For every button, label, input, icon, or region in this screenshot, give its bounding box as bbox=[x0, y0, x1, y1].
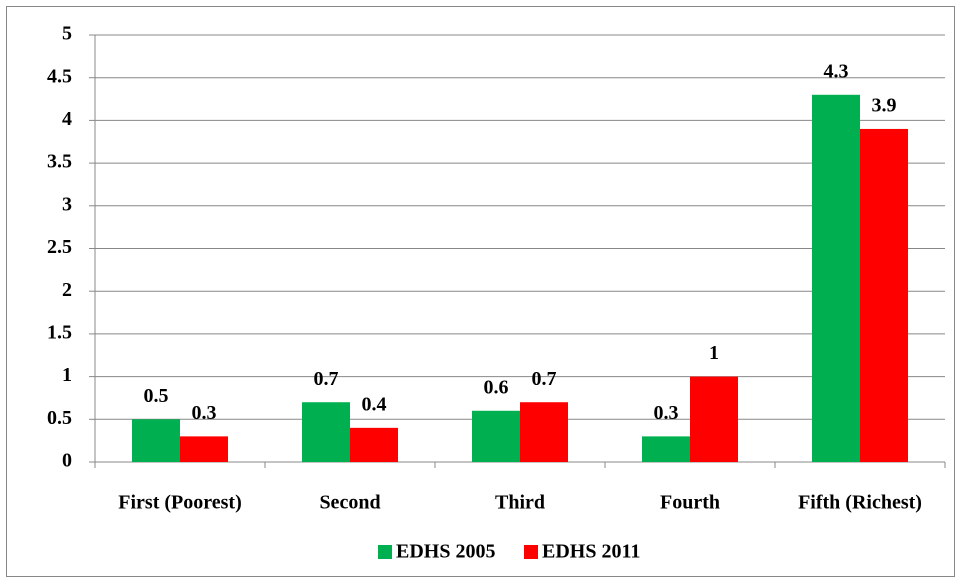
y-tick-label: 2.5 bbox=[47, 236, 72, 258]
data-label: 0.7 bbox=[314, 368, 339, 390]
y-tick-label: 0.5 bbox=[47, 407, 72, 429]
legend-label: EDHS 2005 bbox=[396, 541, 495, 563]
bar bbox=[690, 376, 738, 462]
data-label: 0.4 bbox=[362, 393, 387, 415]
y-tick-label: 5 bbox=[62, 23, 72, 45]
y-tick-label: 0 bbox=[62, 450, 72, 472]
y-tick-label: 3.5 bbox=[47, 151, 72, 173]
data-label: 3.9 bbox=[872, 95, 897, 117]
bar bbox=[520, 402, 568, 462]
bar bbox=[642, 436, 690, 462]
x-tick-label: Second bbox=[319, 492, 380, 514]
data-label: 1 bbox=[709, 342, 719, 364]
data-label: 0.6 bbox=[484, 376, 509, 398]
data-label: 0.5 bbox=[144, 385, 169, 407]
legend-swatch bbox=[378, 545, 392, 559]
bar bbox=[350, 427, 398, 462]
legend-swatch bbox=[524, 545, 538, 559]
data-label: 0.3 bbox=[654, 402, 679, 424]
legend-label: EDHS 2011 bbox=[542, 541, 640, 563]
x-tick-label: Third bbox=[495, 492, 545, 514]
y-tick-label: 4.5 bbox=[47, 65, 72, 87]
data-label: 0.7 bbox=[532, 368, 557, 390]
bar bbox=[812, 94, 860, 462]
data-label: 0.3 bbox=[192, 402, 217, 424]
bar bbox=[132, 419, 180, 462]
y-tick-label: 2 bbox=[62, 279, 72, 301]
bar bbox=[860, 128, 908, 462]
x-tick-label: First (Poorest) bbox=[118, 492, 241, 514]
y-tick-label: 1.5 bbox=[47, 321, 72, 343]
y-tick-label: 3 bbox=[62, 193, 72, 215]
y-tick-label: 1 bbox=[62, 364, 72, 386]
data-label: 4.3 bbox=[824, 60, 849, 82]
bar bbox=[302, 402, 350, 462]
x-tick-label: Fourth bbox=[660, 492, 720, 514]
bar bbox=[180, 436, 228, 462]
x-tick-label: Fifth (Richest) bbox=[798, 492, 922, 514]
y-tick-label: 4 bbox=[62, 108, 72, 130]
bar bbox=[472, 410, 520, 462]
